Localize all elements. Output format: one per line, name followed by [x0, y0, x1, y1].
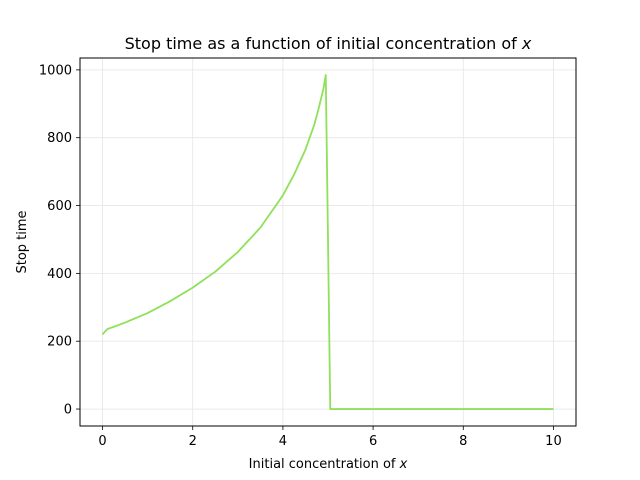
series-line [101, 74, 554, 410]
y-tick-label: 0 [64, 403, 72, 418]
plot-frame [79, 57, 577, 427]
x-tick-label: 10 [545, 434, 562, 449]
x-tick-label: 2 [189, 434, 197, 449]
x-tick-label: 4 [279, 434, 287, 449]
y-axis-ticks: 0 200 400 600 800 1000 [39, 63, 80, 418]
y-axis-label: Stop time [15, 210, 30, 273]
y-tick-label: 800 [47, 131, 72, 146]
y-tick-label: 200 [47, 335, 72, 350]
chart-title: Stop time as a function of initial conce… [125, 34, 532, 53]
y-tick-label: 400 [47, 267, 72, 282]
x-axis-label: Initial concentration of x [249, 457, 408, 472]
x-tick-label: 6 [369, 434, 377, 449]
plot-area [101, 74, 554, 410]
x-tick-label: 8 [459, 434, 467, 449]
x-axis-ticks: 0 2 4 6 8 10 [98, 426, 562, 449]
x-tick-label: 0 [98, 434, 106, 449]
y-tick-label: 600 [47, 199, 72, 214]
y-tick-label: 1000 [39, 63, 72, 78]
